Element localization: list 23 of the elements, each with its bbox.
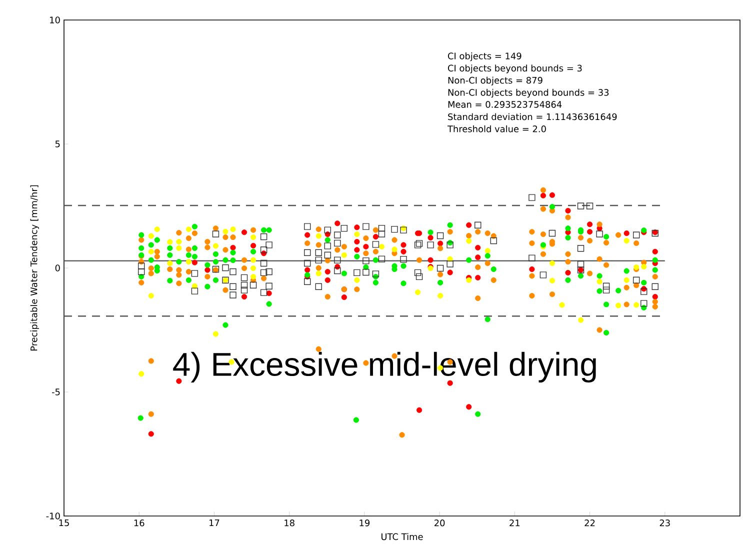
annotation: Threshold value = 2.0 bbox=[447, 125, 546, 132]
annotation: Non-CI objects = 879 bbox=[448, 76, 542, 86]
x-tick-label: 18 bbox=[284, 520, 294, 526]
y-tick-label: -5 bbox=[52, 388, 60, 396]
x-tick-label: 15 bbox=[59, 520, 69, 526]
x-axis-title: UTC Time bbox=[382, 533, 423, 540]
x-tick-label: 22 bbox=[584, 520, 595, 526]
x-tick-label: 21 bbox=[510, 520, 520, 526]
y-tick-label: 5 bbox=[55, 140, 60, 148]
annotation: Non-CI objects beyond bounds = 33 bbox=[448, 88, 609, 98]
y-axis-title: Precipitable Water Tendency [mm/hr] bbox=[30, 185, 39, 351]
y-tick-label: -10 bbox=[46, 512, 60, 520]
y-tick-label: 0 bbox=[55, 264, 60, 272]
x-tick-label: 16 bbox=[134, 520, 144, 526]
x-tick-label: 20 bbox=[434, 520, 445, 526]
y-tick-label: 10 bbox=[50, 16, 60, 24]
annotation: Standard deviation = 1.11436361649 bbox=[448, 113, 617, 120]
annotation: CI objects = 149 bbox=[448, 52, 522, 62]
x-tick-label: 23 bbox=[660, 520, 670, 526]
x-tick-label: 17 bbox=[210, 520, 220, 526]
x-tick-label: 19 bbox=[360, 520, 370, 526]
annotation: CI objects beyond bounds = 3 bbox=[448, 64, 582, 74]
annotation: Mean = 0.293523754864 bbox=[448, 101, 562, 108]
